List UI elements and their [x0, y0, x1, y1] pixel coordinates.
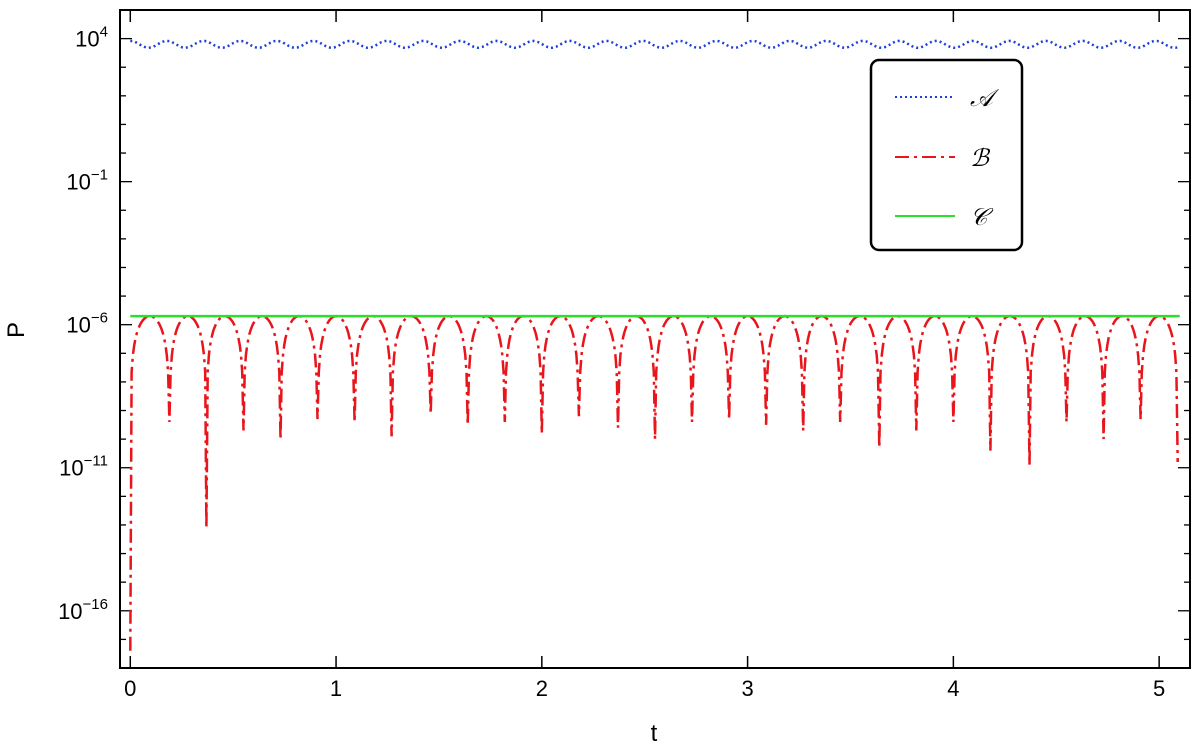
series-a-line	[130, 39, 1181, 50]
x-axis-ticks: 0 1 2 3 4 5	[124, 10, 1165, 701]
x-tick-label: 4	[947, 676, 959, 701]
x-tick-label: 5	[1153, 676, 1165, 701]
plot-frame	[119, 9, 1191, 669]
series-layer	[129, 39, 1181, 651]
y-axis-title: P	[3, 322, 30, 338]
y-tick-label: 10−11	[59, 453, 108, 481]
y-tick-label: 10−1	[66, 167, 108, 195]
legend-box	[869, 58, 1024, 252]
y-tick-label: 10−6	[66, 310, 108, 338]
legend: 𝒜 ℬ 𝒞	[869, 58, 1024, 252]
x-tick-label: 2	[536, 676, 548, 701]
y-axis-ticks: 104 10−1 10−6 10−11 10−16	[58, 9, 1190, 669]
x-tick-label: 1	[330, 676, 342, 701]
legend-label-b: ℬ	[970, 144, 991, 172]
y-tick-label: 10−16	[58, 596, 108, 624]
y-tick-label: 104	[75, 24, 108, 52]
x-axis-title: t	[651, 720, 658, 747]
series-b-line	[129, 314, 1179, 651]
x-tick-label: 3	[741, 676, 753, 701]
x-tick-label: 0	[124, 676, 136, 701]
